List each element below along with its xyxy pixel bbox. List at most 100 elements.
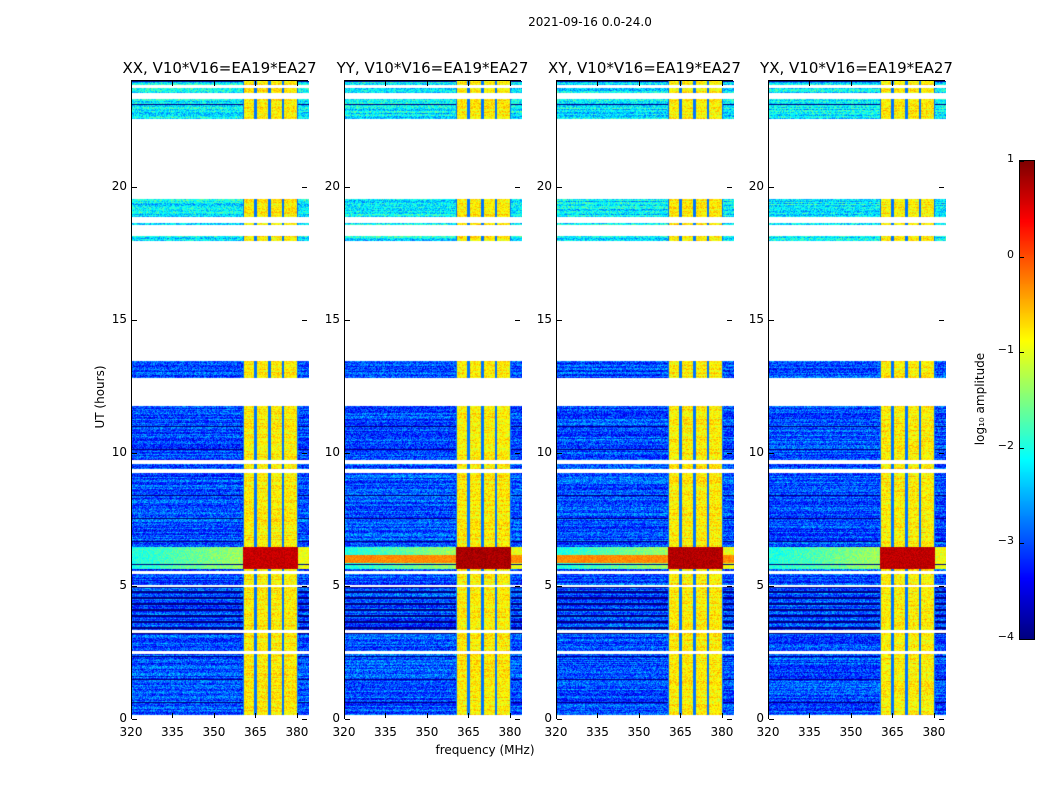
y-tick (515, 319, 520, 321)
x-tick-label: 320 (119, 725, 143, 739)
colorbar-tick-label: −1 (997, 343, 1014, 357)
y-tick-label: 15 (748, 311, 764, 326)
y-tick-label: 20 (536, 178, 552, 193)
y-tick (302, 585, 307, 587)
x-tick-label: 320 (756, 725, 780, 739)
colorbar-tick (1020, 256, 1024, 258)
y-tick (939, 319, 944, 321)
x-tick (255, 81, 257, 86)
colorbar-tick-label: −3 (997, 534, 1014, 548)
x-tick-label: 350 (202, 725, 226, 739)
colorbar-label: log₁₀ amplitude (973, 352, 987, 446)
x-tick (680, 713, 682, 718)
x-tick-label: 350 (415, 725, 439, 739)
colorbar-tick (1020, 639, 1024, 640)
x-tick (296, 713, 298, 718)
x-tick (255, 713, 257, 718)
x-tick (426, 81, 428, 86)
x-tick (721, 713, 723, 718)
y-tick-label: 15 (536, 311, 552, 326)
x-tick (933, 81, 935, 86)
y-tick (302, 319, 307, 321)
x-tick (296, 81, 298, 86)
x-tick (213, 713, 215, 718)
colorbar-tick-label: 0 (1007, 247, 1014, 261)
colorbar-tick-label: −2 (997, 438, 1014, 452)
figure-title: 2021-09-16 0.0-24.0 (528, 15, 652, 29)
y-tick (939, 186, 944, 188)
x-tick (638, 713, 640, 718)
y-tick (132, 186, 137, 188)
x-tick-label: 350 (839, 725, 863, 739)
x-tick (809, 713, 811, 718)
x-tick (556, 81, 557, 86)
heatmap-panel-2 (556, 80, 734, 720)
heatmap-image (557, 81, 734, 720)
y-tick (727, 186, 732, 188)
x-tick-label: 365 (881, 725, 904, 739)
x-tick (768, 81, 769, 86)
x-tick-label: 320 (544, 725, 568, 739)
x-tick (385, 81, 387, 86)
y-tick-label: 5 (119, 577, 127, 592)
y-tick (727, 719, 732, 720)
x-tick-label: 335 (586, 725, 609, 739)
y-tick (345, 585, 350, 587)
x-tick-label: 380 (498, 725, 522, 739)
y-tick-label: 20 (324, 178, 340, 193)
x-axis-label: frequency (MHz) (435, 743, 535, 757)
x-tick-label: 380 (710, 725, 734, 739)
x-tick-label: 365 (457, 725, 480, 739)
x-tick (509, 713, 511, 718)
y-tick (302, 719, 307, 720)
y-tick (769, 452, 774, 454)
y-tick-label: 10 (536, 444, 552, 459)
x-tick (344, 81, 345, 86)
colorbar-tick (1020, 352, 1024, 354)
x-tick-label: 350 (627, 725, 651, 739)
y-tick-label: 0 (119, 711, 127, 725)
x-tick (213, 81, 215, 86)
y-tick (769, 585, 774, 587)
y-tick (132, 452, 137, 454)
y-tick (557, 186, 562, 188)
y-tick (132, 585, 137, 587)
y-tick-label: 10 (748, 444, 764, 459)
x-tick (597, 81, 599, 86)
y-tick (515, 452, 520, 454)
y-tick (557, 452, 562, 454)
y-tick (345, 186, 350, 188)
panel-title: YY, V10*V16=EA19*EA27 (336, 59, 529, 77)
heatmap-panel-1 (344, 80, 522, 720)
y-tick (939, 719, 944, 720)
x-tick-label: 380 (285, 725, 309, 739)
x-tick (892, 81, 894, 86)
x-tick-label: 335 (374, 725, 397, 739)
heatmap-panel-3 (768, 80, 946, 720)
y-tick (939, 452, 944, 454)
heatmap-image (769, 81, 946, 720)
colorbar-tick (1020, 161, 1024, 162)
x-tick (131, 81, 132, 86)
y-tick-label: 0 (756, 711, 764, 725)
x-tick (850, 713, 852, 718)
y-tick (769, 719, 774, 720)
y-tick-label: 10 (111, 444, 127, 459)
x-tick (131, 713, 132, 718)
x-tick (638, 81, 640, 86)
panel-title: XX, V10*V16=EA19*EA27 (122, 59, 317, 77)
y-tick (557, 585, 562, 587)
x-tick (597, 713, 599, 718)
colorbar-tick (1020, 447, 1024, 449)
x-tick (172, 713, 174, 718)
y-tick (302, 452, 307, 454)
y-tick (727, 319, 732, 321)
x-tick-label: 365 (244, 725, 267, 739)
x-tick (721, 81, 723, 86)
y-tick-label: 20 (748, 178, 764, 193)
x-tick (344, 713, 345, 718)
y-tick (515, 719, 520, 720)
y-tick-label: 10 (324, 444, 340, 459)
y-tick (132, 319, 137, 321)
y-tick (769, 319, 774, 321)
